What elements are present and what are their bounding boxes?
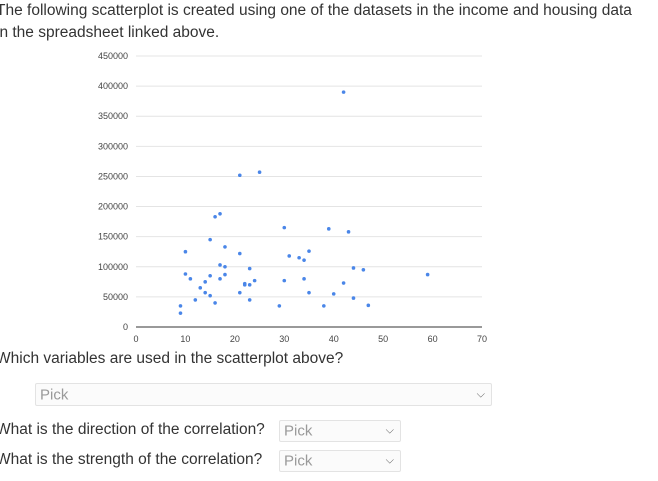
chevron-down-icon: ⌵ [385,424,394,437]
strength-select[interactable]: Pick ⌵ [279,450,401,472]
y-tick-label: 0 [123,322,128,332]
variables-select-value: Pick [40,386,69,403]
data-point [282,225,287,230]
x-tick-label: 60 [428,334,438,344]
data-point [252,278,257,283]
data-point [322,304,326,308]
y-tick-label: 350000 [98,111,128,121]
x-tick-label: 0 [133,334,138,344]
data-point [361,267,366,272]
data-point [218,263,222,267]
data-point [302,277,306,281]
data-point [247,283,252,287]
scatter-chart: 0 50000 100000 150000 200000 250000 300000 3500… [98,51,487,344]
data-point [238,251,242,256]
data-point [238,290,242,295]
data-point [302,258,306,262]
data-point [213,301,217,305]
y-tick-label: 250000 [98,171,128,181]
question-direction-label: What is the direction of the correlation… [0,421,265,438]
x-tick-label: 40 [329,334,339,344]
chevron-down-icon: ⌵ [476,388,485,400]
y-axis-ticks: 0 50000 100000 150000 200000 250000 300000 3500… [98,51,128,332]
direction-select-value: Pick [284,422,313,440]
x-tick-label: 70 [477,334,487,344]
x-tick-label: 30 [279,334,289,344]
data-point [208,237,212,242]
variables-select[interactable]: Pick ⌵ [35,383,492,406]
data-point [223,245,227,249]
data-point [287,254,292,258]
y-tick-label: 200000 [98,202,128,212]
data-point [341,90,346,94]
question-strength-label: What is the strength of the correlation? [0,451,263,468]
y-tick-label: 450000 [98,51,128,61]
data-point [307,249,311,253]
chevron-down-icon: ⌵ [385,454,394,467]
data-point [242,281,247,286]
data-point [183,249,188,254]
data-point [425,272,430,277]
direction-select[interactable]: Pick ⌵ [279,420,401,442]
data-point [218,211,222,216]
data-point [257,170,262,175]
data-point [178,304,183,308]
data-point [297,255,301,260]
data-point [213,214,217,219]
data-point [346,230,351,234]
y-tick-label: 400000 [98,81,128,91]
y-tick-label: 150000 [98,232,128,242]
data-point [203,280,207,284]
data-point [351,296,356,300]
data-point [203,290,207,295]
x-axis-ticks: 0 10 20 30 40 50 60 70 [133,334,487,344]
chart-grid [136,55,482,328]
data-point [326,227,331,231]
data-point [208,274,212,278]
data-point [223,264,227,269]
y-tick-label: 50000 [103,292,128,302]
data-point [277,304,282,308]
question-variables-label: Which variables are used in the scatterp… [0,350,344,367]
x-tick-label: 10 [180,334,190,344]
data-point [331,292,336,296]
x-tick-label: 20 [230,334,240,344]
x-tick-label: 50 [378,334,388,344]
data-point [341,281,346,285]
data-point [282,278,287,283]
data-point [218,277,222,281]
data-point [198,286,203,290]
data-point [183,272,188,276]
data-point [208,293,212,298]
data-point [193,298,198,302]
data-point [178,311,183,315]
data-point [366,303,371,308]
data-point [223,272,227,277]
data-point [247,266,252,271]
data-point [351,266,356,270]
y-tick-label: 300000 [98,141,128,151]
intro-text: The following scatterplot is created usi… [0,2,632,41]
strength-select-value: Pick [284,452,313,470]
data-point [307,290,311,295]
data-point [188,277,193,281]
chart-points [178,90,430,315]
y-tick-label: 100000 [98,262,128,272]
data-point [238,173,242,178]
data-point [247,298,252,302]
